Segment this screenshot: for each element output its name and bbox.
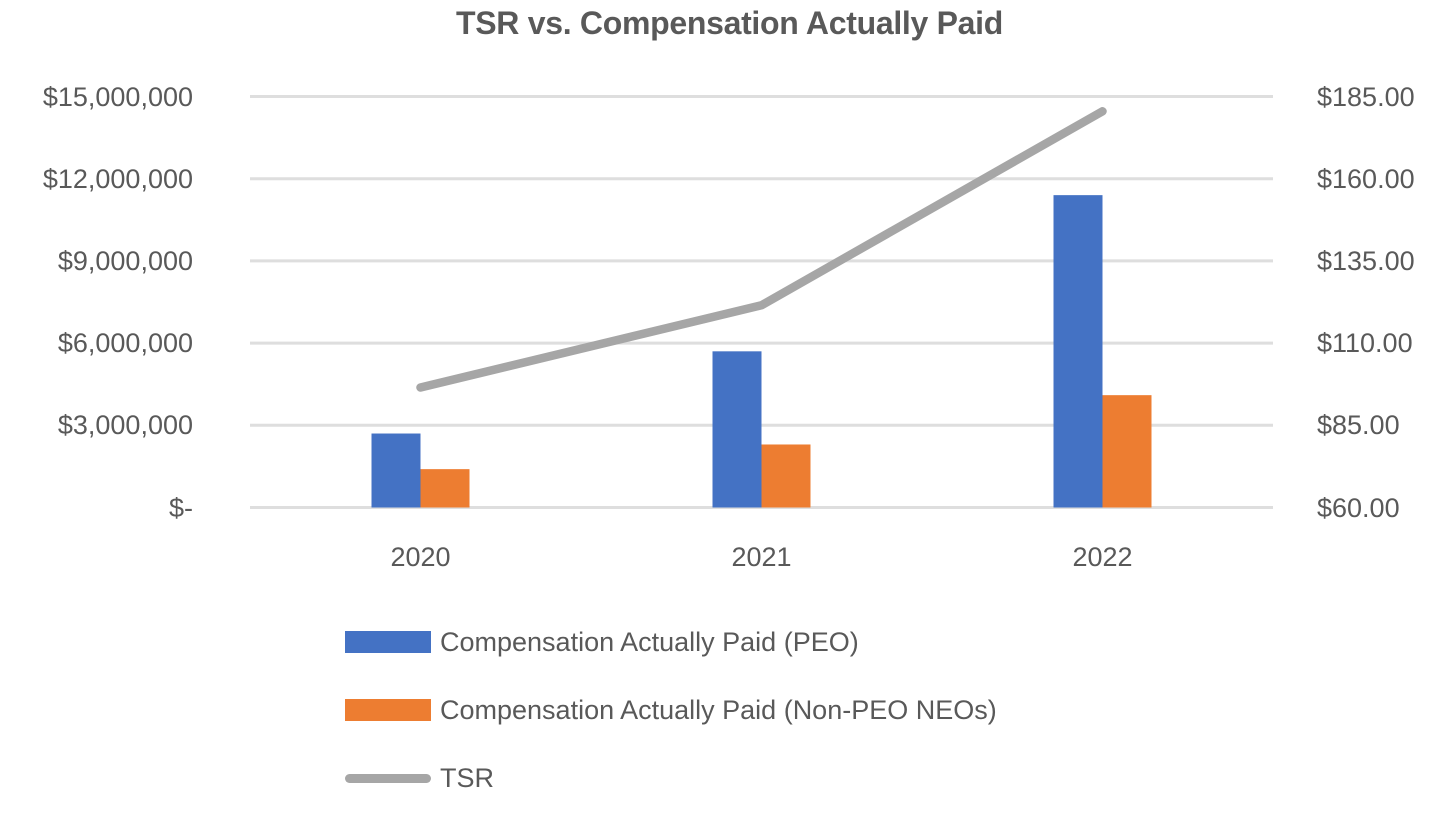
x-axis-category-label: 2020	[390, 542, 451, 572]
x-axis-category-label: 2021	[731, 542, 792, 572]
legend-item-cap-peo[interactable]: Compensation Actually Paid (PEO)	[345, 627, 997, 657]
left-axis-tick-label: $9,000,000	[57, 245, 193, 276]
plot-area	[250, 95, 1273, 509]
chart-title: TSR vs. Compensation Actually Paid	[456, 5, 1003, 41]
legend-swatch-non-peo	[345, 699, 431, 721]
left-axis-tick-label: $12,000,000	[42, 163, 193, 194]
legend-label-cap-peo: Compensation Actually Paid (PEO)	[440, 626, 859, 657]
legend-label-tsr: TSR	[440, 762, 494, 793]
bar-2020-non-peo[interactable]	[420, 469, 470, 508]
legend-item-tsr[interactable]: TSR	[345, 763, 997, 793]
bar-2021-non-peo[interactable]	[761, 444, 811, 508]
legend: Compensation Actually Paid (PEO) Compens…	[345, 627, 997, 835]
left-axis-tick-label: $6,000,000	[57, 328, 193, 359]
right-axis-tick-label: $160.00	[1317, 163, 1415, 194]
bar-2020-peo[interactable]	[371, 433, 421, 508]
legend-item-cap-non-peo[interactable]: Compensation Actually Paid (Non-PEO NEOs…	[345, 695, 997, 725]
legend-label-cap-non-peo: Compensation Actually Paid (Non-PEO NEOs…	[440, 694, 997, 725]
legend-swatch-peo	[345, 631, 431, 653]
right-axis-tick-label: $135.00	[1317, 245, 1415, 276]
left-axis-tick-label: $15,000,000	[42, 81, 193, 112]
legend-swatch-tsr-line	[345, 773, 431, 783]
line-series	[416, 107, 1107, 392]
right-axis-tick-label: $110.00	[1317, 328, 1413, 359]
x-axis-category-label: 2022	[1072, 542, 1133, 572]
tsr-line[interactable]	[416, 107, 1107, 392]
chart-container: TSR vs. Compensation Actually Paid $- $3,…	[42, 5, 1415, 793]
left-axis-tick-label: $-	[168, 492, 193, 523]
left-axis-tick-label: $3,000,000	[57, 410, 193, 441]
right-axis-tick-label: $85.00	[1317, 410, 1400, 441]
bar-2022-non-peo[interactable]	[1102, 395, 1152, 508]
bar-series	[371, 195, 1152, 508]
right-axis-tick-label: $60.00	[1317, 492, 1400, 523]
bar-2022-peo[interactable]	[1053, 195, 1103, 508]
right-axis-tick-label: $185.00	[1317, 81, 1415, 112]
bar-2021-peo[interactable]	[712, 351, 762, 508]
